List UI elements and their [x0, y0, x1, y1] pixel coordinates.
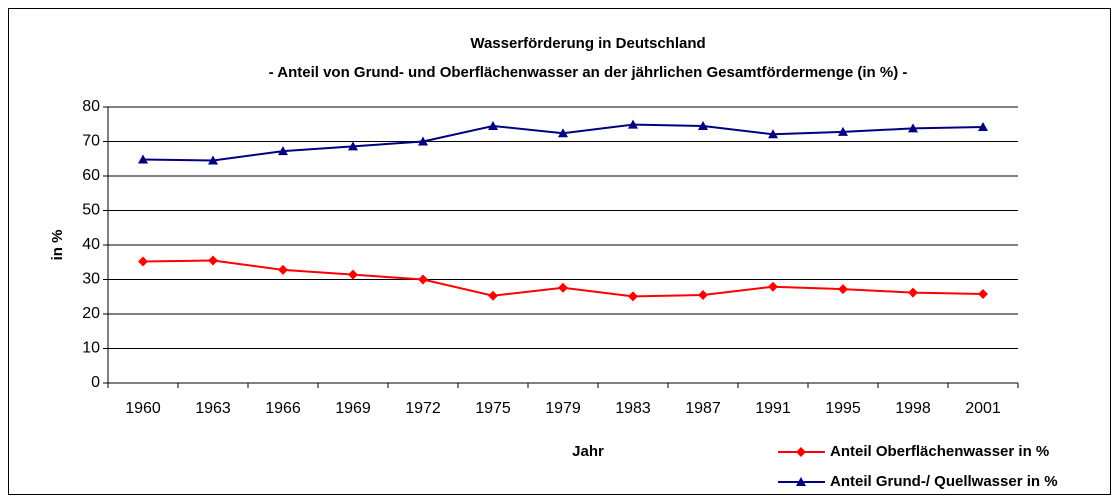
legend-label: Anteil Grund-/ Quellwasser in %: [830, 473, 1058, 490]
x-tick-label: 1960: [125, 400, 161, 417]
data-point: [558, 282, 568, 293]
y-tick-label: 30: [82, 271, 100, 288]
data-point: [558, 128, 568, 138]
data-point: [768, 281, 778, 292]
x-axis-label: Jahr: [572, 443, 604, 460]
y-axis-label: in %: [49, 230, 66, 261]
y-tick-label: 60: [82, 167, 100, 184]
x-tick-label: 1972: [405, 400, 441, 417]
data-point: [348, 269, 358, 280]
legend-label: Anteil Oberflächenwasser in %: [830, 443, 1049, 460]
data-point: [138, 256, 148, 267]
data-point: [418, 136, 428, 146]
x-tick-label: 1969: [335, 400, 371, 417]
data-point: [488, 290, 498, 301]
data-point: [978, 122, 988, 132]
y-tick-label: 20: [82, 305, 100, 322]
data-point: [628, 119, 638, 129]
x-tick-label: 1998: [895, 400, 931, 417]
data-point: [978, 288, 988, 299]
legend-marker: [796, 447, 806, 457]
x-tick-label: 1983: [615, 400, 651, 417]
data-point: [208, 255, 218, 266]
data-point: [908, 123, 918, 133]
data-point: [208, 155, 218, 165]
data-point: [908, 287, 918, 298]
data-point: [488, 120, 498, 130]
y-tick-label: 80: [82, 98, 100, 115]
data-point: [838, 284, 848, 295]
x-tick-label: 1979: [545, 400, 581, 417]
data-point: [698, 290, 708, 301]
x-tick-label: 1963: [195, 400, 231, 417]
x-tick-label: 1987: [685, 400, 721, 417]
y-tick-label: 0: [91, 374, 100, 391]
data-point: [348, 141, 358, 151]
data-point: [138, 154, 148, 164]
x-tick-label: 1966: [265, 400, 301, 417]
data-point: [838, 126, 848, 136]
data-point: [278, 146, 288, 156]
y-tick-label: 10: [82, 340, 100, 357]
y-tick-label: 40: [82, 236, 100, 253]
x-tick-label: 1995: [825, 400, 861, 417]
chart-frame: [8, 8, 1111, 495]
data-point: [768, 129, 778, 139]
data-point: [698, 120, 708, 130]
chart-subtitle: - Anteil von Grund- und Oberflächenwasse…: [269, 64, 908, 81]
legend-marker: [796, 477, 806, 486]
data-point: [418, 274, 428, 285]
x-tick-label: 2001: [965, 400, 1001, 417]
x-tick-label: 1975: [475, 400, 511, 417]
data-point: [628, 291, 638, 302]
y-tick-label: 50: [82, 202, 100, 219]
x-tick-label: 1991: [755, 400, 791, 417]
chart-title: Wasserförderung in Deutschland: [470, 35, 705, 52]
data-point: [278, 264, 288, 275]
y-tick-label: 70: [82, 133, 100, 150]
